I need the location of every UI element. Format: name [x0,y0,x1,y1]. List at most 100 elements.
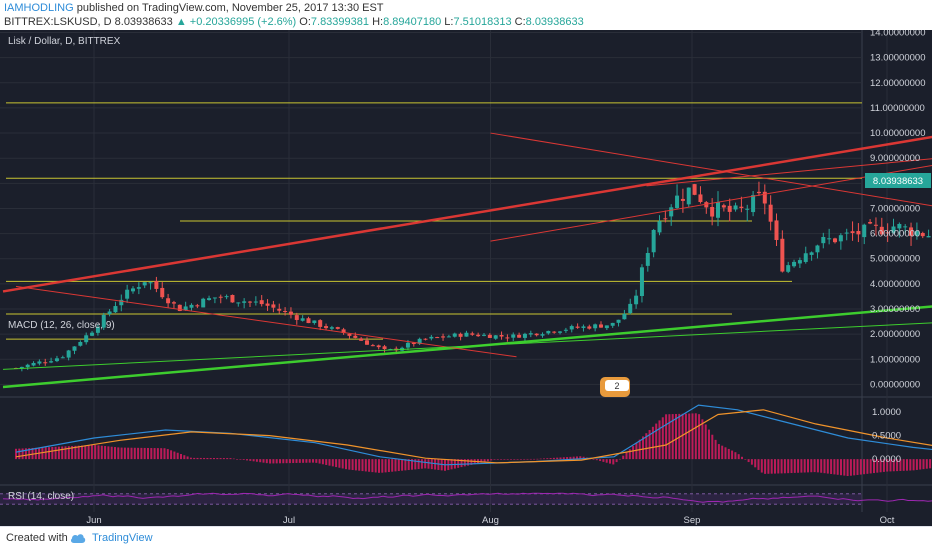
macd-histogram-bar [378,459,380,473]
macd-tick-label: 1.0000 [872,407,901,418]
candle-body [371,345,375,346]
macd-histogram-bar [371,459,373,472]
tradingview-brand[interactable]: TradingView [92,532,153,544]
macd-histogram-bar [553,458,555,459]
candle-body [827,238,831,239]
macd-series-line [16,410,932,464]
macd-histogram-bar [923,459,925,469]
macd-histogram-bar [259,459,261,462]
macd-histogram-bar [385,459,387,472]
macd-histogram-bar [527,459,529,460]
candle-body [786,265,790,272]
macd-histogram-bar [599,459,601,461]
candle-body [652,230,656,252]
candle-body [219,297,223,298]
candle-body [716,202,720,218]
grid-layer [0,30,932,526]
macd-histogram-bar [15,449,17,459]
events-badge[interactable]: 2 [600,377,630,397]
candle-body [154,281,158,289]
macd-histogram-bar [616,459,618,462]
macd-histogram-bar [348,459,350,470]
candle-body [558,331,562,332]
candle-body [570,326,574,329]
macd-histogram-bar [830,459,832,474]
macd-histogram-bar [626,452,628,459]
macd-histogram-bar [754,459,756,467]
macd-histogram-bar [157,448,159,459]
macd-histogram-bar [606,459,608,463]
macd-histogram-bar [206,458,208,459]
macd-histogram-bar [296,459,298,463]
candle-body [722,205,726,207]
trendline [3,30,932,291]
macd-histogram-bar [302,459,304,463]
tradingview-cloud-icon [70,531,86,545]
macd-histogram-bar [688,414,690,460]
chart-canvas[interactable]: 14.0000000013.0000000012.0000000011.0000… [0,30,932,526]
macd-histogram-bar [500,459,502,460]
macd-histogram-bar [160,448,162,459]
macd-histogram-bar [824,459,826,473]
candle-body [698,194,702,202]
macd-histogram-bar [929,459,931,468]
macd-histogram-bar [91,445,93,459]
candle-body [453,334,457,337]
macd-histogram-bar [919,459,921,469]
macd-histogram-bar [596,459,598,460]
candle-body [195,305,199,306]
candle-body [728,206,732,212]
candle-body [131,288,135,291]
macd-histogram-bar [619,459,621,460]
macd-histogram-bar [431,459,433,469]
candle-body [628,304,632,313]
macd-histogram-bar [58,447,60,459]
macd-histogram-bar [253,459,255,461]
axis-layer: 14.0000000013.0000000012.0000000011.0000… [86,30,932,526]
macd-histogram-bar [744,459,746,460]
rsi-layer [0,493,932,504]
candle-body [505,337,509,338]
candle-body [605,325,609,328]
candle-body [26,365,30,367]
macd-histogram-bar [487,459,489,461]
macd-histogram-bar [121,448,123,460]
macd-histogram-bar [355,459,357,470]
candle-body [482,335,486,336]
candle-body [757,192,761,193]
macd-histogram-bar [556,458,558,459]
macd-histogram-bar [767,459,769,474]
macd-histogram-bar [101,446,103,459]
macd-histogram-bar [256,459,258,462]
candle-body [622,314,626,319]
macd-histogram-bar [517,459,519,460]
candle-body [734,205,738,209]
candle-body [617,320,621,323]
macd-histogram-bar [404,459,406,470]
macd-histogram-bar [913,459,915,470]
macd-histogram-bar [18,449,20,460]
macd-histogram-bar [751,459,753,465]
macd-histogram-bar [332,459,334,466]
macd-histogram-bar [863,459,865,474]
candle-body [640,267,644,296]
candle-body [73,346,77,350]
macd-histogram-bar [787,459,789,473]
author-link[interactable]: IAMHODLING [4,2,74,14]
candle-body [459,334,463,337]
macd-histogram-bar [906,459,908,471]
macd-histogram-bar [843,459,845,475]
candle-body [377,345,381,347]
candle-body [190,305,194,308]
candle-body [67,350,71,357]
candle-body [669,207,673,216]
macd-histogram-bar [22,448,24,459]
close-label: C: [515,16,526,28]
macd-histogram-bar [840,459,842,475]
macd-tick-label: 0.0000 [872,454,901,465]
candle-body [529,333,533,334]
macd-histogram-bar [866,459,868,474]
macd-histogram-bar [124,448,126,459]
price-tick-label: 3.00000000 [870,304,920,315]
